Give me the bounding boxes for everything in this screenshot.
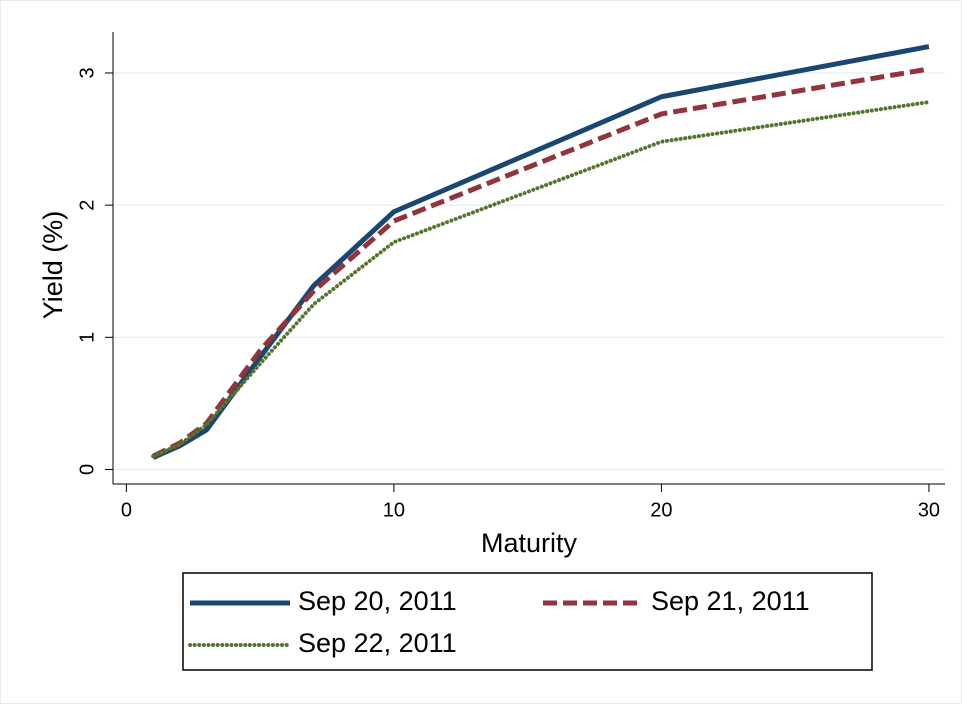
x-tick-label: 20	[650, 499, 672, 521]
x-tick-label: 30	[918, 499, 940, 521]
legend	[182, 572, 873, 671]
y-tick-label: 3	[76, 67, 98, 78]
legend-label: Sep 20, 2011	[298, 586, 457, 616]
x-tick-label: 10	[383, 499, 405, 521]
x-axis-title: Maturity	[481, 528, 578, 558]
y-tick-label: 0	[76, 464, 98, 475]
x-tick-label: 0	[121, 499, 132, 521]
y-axis-title: Yield (%)	[38, 211, 68, 320]
y-tick-label: 2	[76, 200, 98, 211]
data-line	[152, 66, 930, 459]
legend-label: Sep 22, 2011	[298, 628, 457, 658]
data-line	[151, 100, 931, 459]
legend-label: Sep 21, 2011	[651, 586, 810, 616]
y-tick-label: 1	[76, 332, 98, 343]
